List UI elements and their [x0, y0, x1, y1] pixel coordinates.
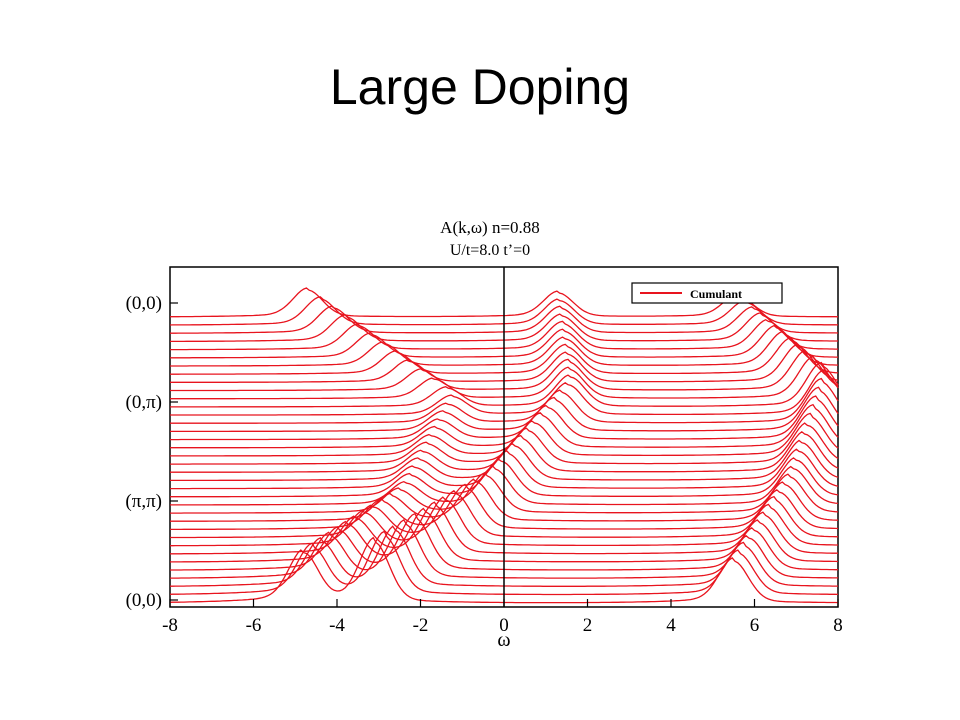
x-tick-label: -6 [246, 615, 262, 636]
y-axis: (0,0) (0,π) (π,π) (0,0) [125, 293, 178, 611]
y-tick-label: (0,0) [126, 293, 162, 314]
x-axis: -8 -6 -4 -2 0 2 4 6 8 [162, 599, 843, 636]
x-tick-label: 8 [833, 615, 843, 636]
x-tick-label: -4 [329, 615, 345, 636]
x-tick-label: 0 [499, 615, 509, 636]
x-tick-label: -2 [413, 615, 429, 636]
x-tick-label: 2 [583, 615, 593, 636]
legend-box [631, 282, 783, 304]
slide-title: Large Doping [329, 59, 631, 115]
y-tick-label: (π,π) [125, 491, 162, 512]
y-tick-label: (0,0) [126, 590, 162, 611]
y-tick-label: (0,π) [126, 392, 163, 413]
x-axis-label: ω [497, 629, 510, 651]
chart-title: A(k,ω) n=0.88 [440, 218, 540, 237]
x-tick-label: 4 [666, 615, 676, 636]
legend-label: Cumulant [690, 287, 742, 301]
legend: Cumulant [631, 282, 783, 304]
chart-subtitle: U/t=8.0 t’=0 [450, 242, 530, 259]
x-tick-label: -8 [162, 615, 178, 636]
x-tick-label: 6 [750, 615, 760, 636]
